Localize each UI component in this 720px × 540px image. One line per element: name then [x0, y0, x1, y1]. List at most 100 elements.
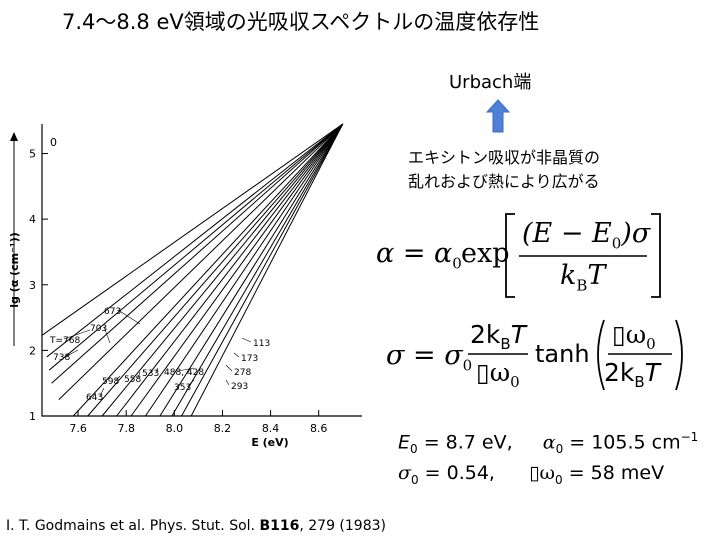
panel-label: 0 — [50, 136, 57, 149]
urbach-edge-label: Urbach端 — [449, 72, 532, 93]
sigma-lhs-sub: 0 — [462, 356, 473, 375]
series-line — [51, 123, 344, 384]
temperature-label: 278 — [234, 368, 251, 378]
urbach-numerator: (E − E0)σ — [522, 218, 650, 252]
label-leader-line — [187, 379, 195, 387]
urbach-num-a: (E − E — [522, 218, 612, 249]
sigma-numerator: 2kBT — [470, 320, 526, 353]
y-tick-label: 2 — [29, 344, 36, 357]
x-tick-label: 8.4 — [262, 422, 280, 435]
sigma-formula-lhs: σ = σ0 — [386, 340, 472, 374]
tanh-arg-den-b: T — [644, 358, 660, 387]
tanh-function: tanh — [535, 340, 590, 368]
params-line-1: E0 = 8.7 eV, α0 = 105.5 cm−1 — [398, 430, 698, 456]
citation-pages: , 279 (1983) — [299, 518, 386, 534]
sigma-den: ▯ω — [476, 358, 511, 387]
urbach-denominator: kBT — [560, 260, 605, 294]
exp-function: exp — [461, 238, 510, 269]
x-tick-label: 7.8 — [117, 422, 135, 435]
temperature-label: 673 — [104, 307, 121, 317]
urbach-num-sub: 0 — [611, 234, 622, 253]
param-omega0: ▯ω — [529, 462, 556, 484]
tanh-arg-den-sub: B — [634, 373, 645, 391]
sigma-fraction-lines — [468, 319, 683, 391]
tanh-arg-den: 2k — [604, 358, 635, 387]
urbach-num-b: )σ — [621, 218, 651, 249]
label-leader-line — [99, 387, 105, 397]
param-alpha0-value: = 105.5 cm — [563, 431, 681, 454]
x-tick-label: 8.2 — [214, 422, 232, 435]
temperature-label: 353 — [174, 383, 191, 393]
temperature-label: 488, 428 — [164, 368, 204, 378]
urbach-formula-lhs: α = α0 — [376, 238, 462, 272]
series-line — [181, 123, 344, 417]
label-leader-line — [241, 337, 252, 343]
y-axis-arrow-head — [10, 132, 18, 141]
series-line — [48, 123, 344, 371]
param-e0-sub: 0 — [410, 442, 418, 457]
series-line — [190, 123, 344, 417]
param-alpha0-sub: 0 — [555, 442, 564, 457]
param-alpha0-sup: −1 — [680, 430, 699, 444]
param-omega0-value: = 58 meV — [562, 462, 665, 484]
x-tick-label: 8.0 — [166, 422, 184, 435]
sigma-denominator: ▯ω0 — [476, 358, 520, 391]
temperature-label: 173 — [241, 354, 258, 364]
x-axis-label: E (eV) — [251, 436, 288, 449]
citation-authors: I. T. Godmains et al. Phys. Stut. Sol. — [6, 518, 260, 534]
citation: I. T. Godmains et al. Phys. Stut. Sol. B… — [6, 518, 386, 534]
label-leader-line — [225, 364, 233, 372]
label-leader-line — [66, 349, 79, 357]
param-sigma0-sub: 0 — [410, 472, 419, 487]
urbach-den: k — [560, 260, 577, 291]
temperature-label: 293 — [231, 382, 248, 392]
sigma-lhs: σ = σ — [386, 340, 463, 371]
series-line — [130, 123, 344, 417]
label-leader-line — [117, 309, 141, 325]
citation-volume: B116 — [259, 518, 300, 534]
y-tick-label: 5 — [29, 148, 36, 161]
y-tick-label: 4 — [29, 213, 36, 226]
urbach-lhs-sub: 0 — [452, 254, 462, 273]
series-line — [72, 123, 344, 417]
label-leader-line — [225, 379, 230, 386]
series-line — [58, 123, 344, 400]
x-tick-label: 8.6 — [310, 422, 328, 435]
label-leader-line — [103, 326, 111, 344]
sigma-den-sub: 0 — [510, 373, 520, 391]
sigma-num-b: T — [510, 320, 526, 349]
y-tick-label: 1 — [29, 410, 36, 423]
series-line — [145, 123, 344, 417]
param-sigma0-value: = 0.54, — [418, 462, 495, 484]
temperature-label: 703 — [90, 324, 107, 334]
temperature-label: 113 — [253, 339, 270, 349]
param-omega0-sub: 0 — [555, 472, 563, 487]
y-tick-label: 3 — [29, 279, 36, 292]
label-leader-line — [177, 367, 195, 372]
params-line-2: σ0 = 0.54, ▯ω0 = 58 meV — [398, 462, 664, 487]
series-line — [116, 123, 344, 417]
sigma-num: 2k — [470, 320, 501, 349]
param-sigma0: σ — [398, 462, 411, 484]
temperature-label: 533 — [142, 369, 159, 379]
slide-title: 7.4～8.8 eV領域の光吸収スペクトルの温度依存性 — [62, 10, 540, 34]
urbach-brackets — [505, 213, 661, 298]
label-leader-line — [155, 367, 159, 373]
series-line — [87, 123, 344, 417]
series-line — [41, 123, 344, 336]
tanh-arg-numerator: ▯ω0 — [612, 320, 656, 353]
label-leader-line — [63, 329, 91, 340]
label-leader-line — [233, 352, 240, 358]
temperature-label: 558 — [124, 375, 141, 385]
param-e0: E — [398, 431, 411, 454]
urbach-lhs: α = α — [376, 238, 453, 269]
series-line — [46, 123, 344, 358]
label-leader-line — [137, 371, 141, 379]
tanh-arg-num: ▯ω — [612, 320, 647, 349]
temperature-label: T=768 — [49, 336, 80, 346]
label-leader-line — [115, 375, 121, 381]
tanh-arg-denominator: 2kBT — [604, 358, 660, 391]
temperature-label: 598 — [102, 377, 119, 387]
sigma-num-sub: B — [500, 335, 511, 353]
